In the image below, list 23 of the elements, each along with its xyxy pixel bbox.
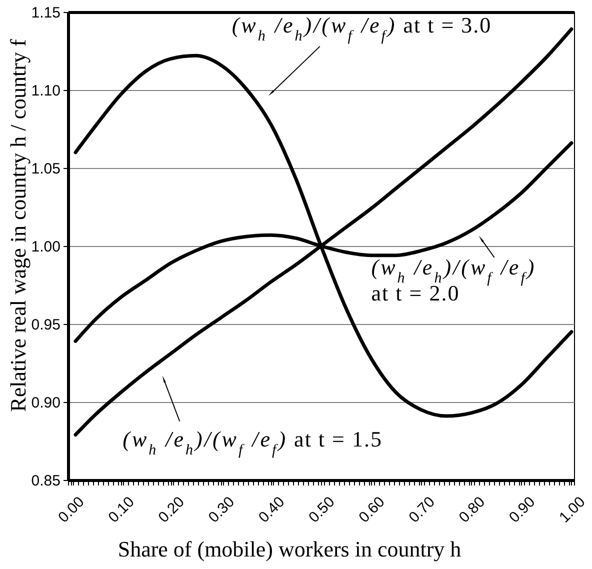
y-tick-label: 0.85 <box>31 472 60 490</box>
x-tick-label: 0.50 <box>306 494 338 526</box>
x-tick-label: 0.00 <box>55 494 88 526</box>
x-tick-label: 0.20 <box>155 494 188 526</box>
y-tick-label: 1.05 <box>31 160 60 178</box>
y-tick-label: 0.90 <box>31 394 60 412</box>
text: (w$_{h}$ /e$_{h}$)/(w$_{f}$ /e$_{f}$) at t = 1.5 <box>122 426 382 458</box>
x-tick-label: 0.30 <box>205 494 238 526</box>
x-tick-label: 0.90 <box>506 494 539 526</box>
y-tick-label: 1.15 <box>31 4 60 22</box>
text: (w$_{h}$ /e$_{h}$)/(w$_{f}$ /e$_{f}$) at t = 2.0 <box>371 254 536 306</box>
y-axis-title: Relative real wage in country h / country f <box>6 38 30 412</box>
x-tick-label: 0.80 <box>456 494 488 526</box>
x-tick-label: 0.70 <box>406 494 438 526</box>
x-tick-label: 0.10 <box>105 494 138 526</box>
y-tick-label: 1.00 <box>31 238 60 256</box>
y-tick-label: 1.10 <box>31 82 60 100</box>
text: (w$_{h}$ /e$_{h}$)/(w$_{f}$ /e$_{f}$) at t = 3.0 <box>232 12 492 44</box>
x-tick-label: 1.00 <box>556 494 589 526</box>
y-tick-label: 0.95 <box>31 316 60 334</box>
x-axis-title: Share of (mobile) workers in country h <box>118 536 462 562</box>
x-tick-label: 0.40 <box>255 494 288 526</box>
x-tick-label: 0.60 <box>356 494 388 526</box>
